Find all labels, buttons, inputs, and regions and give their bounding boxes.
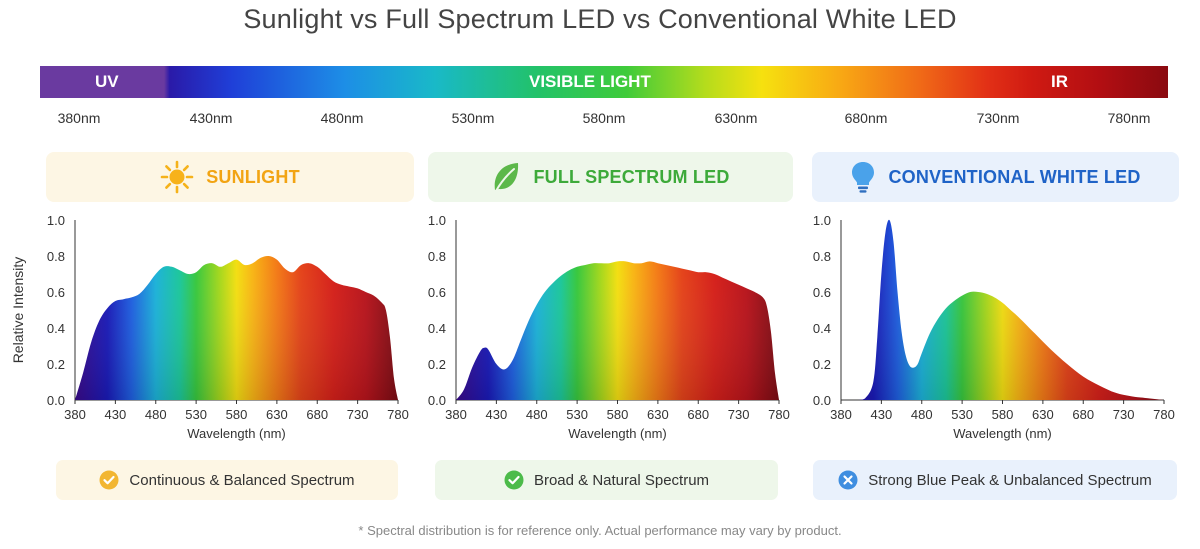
y-tick-label: 0.6 bbox=[47, 285, 65, 300]
spectrum-area-shade bbox=[75, 255, 398, 400]
y-axis-label: Relative Intensity bbox=[10, 256, 26, 364]
y-tick-label: 0.0 bbox=[47, 393, 65, 408]
nm-tick: 380nm bbox=[57, 110, 101, 126]
x-axis-label: Wavelength (nm) bbox=[953, 426, 1052, 441]
x-tick-label: 430 bbox=[105, 407, 127, 422]
visible-light-label: VISIBLE LIGHT bbox=[529, 72, 651, 91]
x-tick-label: 630 bbox=[647, 407, 669, 422]
card-conventional-white-led: CONVENTIONAL WHITE LED bbox=[812, 152, 1179, 202]
x-tick-label: 580 bbox=[607, 407, 629, 422]
x-tick-label: 780 bbox=[768, 407, 790, 422]
y-tick-label: 0.0 bbox=[813, 393, 831, 408]
summary-text: Strong Blue Peak & Unbalanced Spectrum bbox=[868, 471, 1152, 489]
y-tick-label: 0.2 bbox=[428, 357, 446, 372]
nm-tick: 730nm bbox=[976, 110, 1020, 126]
y-tick-label: 0.6 bbox=[813, 285, 831, 300]
x-tick-label: 780 bbox=[1153, 407, 1175, 422]
card-title-sunlight: SUNLIGHT bbox=[206, 166, 300, 187]
summary-sunlight: Continuous & Balanced Spectrum bbox=[56, 460, 398, 500]
footnote: * Spectral distribution is for reference… bbox=[358, 523, 842, 538]
y-tick-label: 0.6 bbox=[428, 285, 446, 300]
x-tick-label: 380 bbox=[445, 407, 467, 422]
x-tick-label: 680 bbox=[687, 407, 709, 422]
y-tick-label: 0.2 bbox=[813, 357, 831, 372]
card-sunlight: SUNLIGHT bbox=[46, 152, 414, 202]
card-title-full-spectrum: FULL SPECTRUM LED bbox=[533, 166, 730, 187]
sun-icon bbox=[160, 160, 194, 194]
nm-tick: 530nm bbox=[451, 110, 495, 126]
card-full-spectrum-led: FULL SPECTRUM LED bbox=[428, 152, 793, 202]
x-icon bbox=[838, 470, 858, 490]
chart-conventional-white-led: 0.0 0.2 0.4 0.6 0.8 1.0 380 430 480 530 580 630 680 7… bbox=[813, 213, 1175, 441]
x-tick-label: 630 bbox=[1032, 407, 1054, 422]
nm-tick: 780nm bbox=[1107, 110, 1151, 126]
bulb-icon bbox=[852, 162, 875, 193]
nm-tick: 680nm bbox=[844, 110, 888, 126]
y-tick-label: 0.2 bbox=[47, 357, 65, 372]
check-icon bbox=[504, 470, 524, 490]
ir-label: IR bbox=[1051, 72, 1068, 91]
x-axis-label: Wavelength (nm) bbox=[187, 426, 286, 441]
x-tick-label: 630 bbox=[266, 407, 288, 422]
x-tick-label: 530 bbox=[566, 407, 588, 422]
y-tick-label: 0.4 bbox=[47, 321, 65, 336]
x-tick-label: 380 bbox=[830, 407, 852, 422]
x-tick-label: 730 bbox=[1113, 407, 1135, 422]
summary-text: Continuous & Balanced Spectrum bbox=[129, 471, 355, 489]
x-axis-label: Wavelength (nm) bbox=[568, 426, 667, 441]
x-tick-label: 730 bbox=[728, 407, 750, 422]
x-tick-label: 580 bbox=[992, 407, 1014, 422]
y-tick-label: 0.4 bbox=[428, 321, 446, 336]
x-tick-label: 480 bbox=[526, 407, 548, 422]
nm-tick: 630nm bbox=[714, 110, 758, 126]
uv-label: UV bbox=[95, 72, 119, 91]
x-tick-label: 530 bbox=[185, 407, 207, 422]
spectrum-area-shade bbox=[841, 219, 1164, 400]
nm-tick: 580nm bbox=[582, 110, 626, 126]
page-title: Sunlight vs Full Spectrum LED vs Convent… bbox=[243, 4, 957, 34]
summary-full-spectrum-led: Broad & Natural Spectrum bbox=[435, 460, 778, 500]
y-tick-label: 0.0 bbox=[428, 393, 446, 408]
x-tick-label: 530 bbox=[951, 407, 973, 422]
summary-conventional-white-led: Strong Blue Peak & Unbalanced Spectrum bbox=[813, 460, 1177, 500]
leaf-icon bbox=[495, 163, 519, 192]
check-icon bbox=[99, 470, 119, 490]
nm-tick: 430nm bbox=[189, 110, 233, 126]
x-tick-label: 680 bbox=[306, 407, 328, 422]
chart-full-spectrum-led: 0.0 0.2 0.4 0.6 0.8 1.0 380 430 480 530 580 630 680 7… bbox=[428, 213, 790, 441]
y-tick-label: 0.8 bbox=[428, 249, 446, 264]
x-tick-label: 430 bbox=[486, 407, 508, 422]
x-tick-label: 480 bbox=[911, 407, 933, 422]
x-tick-label: 480 bbox=[145, 407, 167, 422]
x-tick-label: 730 bbox=[347, 407, 369, 422]
y-tick-label: 1.0 bbox=[813, 213, 831, 228]
x-tick-label: 680 bbox=[1072, 407, 1094, 422]
spectrum-bar: UV VISIBLE LIGHT IR bbox=[40, 66, 1168, 98]
x-tick-label: 580 bbox=[226, 407, 248, 422]
y-tick-label: 1.0 bbox=[47, 213, 65, 228]
summary-text: Broad & Natural Spectrum bbox=[533, 471, 710, 489]
y-tick-label: 0.4 bbox=[813, 321, 831, 336]
x-tick-label: 780 bbox=[387, 407, 409, 422]
chart-sunlight: 0.0 0.2 0.4 0.6 0.8 1.0 380 430 480 530 580 630 680 7… bbox=[47, 213, 409, 441]
nm-tick: 480nm bbox=[320, 110, 364, 126]
y-tick-label: 0.8 bbox=[47, 249, 65, 264]
spectrum-area-shade bbox=[456, 261, 779, 400]
y-tick-label: 0.8 bbox=[813, 249, 831, 264]
x-tick-label: 380 bbox=[64, 407, 86, 422]
y-tick-label: 1.0 bbox=[428, 213, 446, 228]
x-tick-label: 430 bbox=[871, 407, 893, 422]
card-title-white-led: CONVENTIONAL WHITE LED bbox=[888, 166, 1141, 187]
